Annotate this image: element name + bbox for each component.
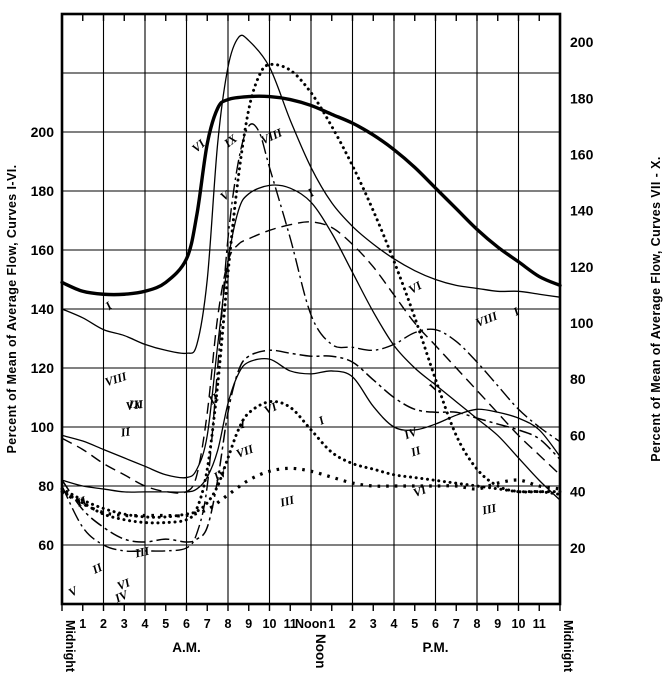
curve-label-V-7: V bbox=[66, 583, 81, 600]
curve-label-VIII-28: VIII bbox=[474, 308, 501, 330]
x-axis-tick-label-13: 1 bbox=[328, 617, 335, 631]
x-axis-tick-label-18: 6 bbox=[432, 617, 439, 631]
y-axis-right-tick-label-1: 180 bbox=[570, 90, 594, 106]
y-axis-left-tick-label-2: 160 bbox=[31, 242, 55, 258]
y-axis-left-tick-label-6: 80 bbox=[38, 478, 54, 494]
curve-I bbox=[60, 94, 562, 297]
x-axis-tick-label-12: Noon bbox=[295, 617, 327, 631]
curve-label-VI-27: VI bbox=[406, 278, 425, 297]
x-axis-tick-label-1: 1 bbox=[79, 617, 86, 631]
curve-label-II-3: II bbox=[119, 424, 133, 439]
x-axis-group-label-pm: P.M. bbox=[422, 640, 448, 655]
y-axis-left-tick-label-3: 140 bbox=[31, 301, 55, 317]
curve-label-IX-11: IX bbox=[220, 131, 240, 151]
curve-II bbox=[61, 357, 561, 493]
y-axis-right-tick-label-0: 200 bbox=[570, 34, 594, 50]
curve-label-III-21: III bbox=[278, 492, 297, 510]
curve-VI bbox=[61, 34, 561, 355]
curve-label-III-26: III bbox=[480, 501, 499, 518]
y-axis-left-tick-label-7: 60 bbox=[38, 537, 54, 553]
x-axis-tick-label-24: Midnight bbox=[561, 620, 575, 673]
y-axis-right-tick-label-9: 20 bbox=[570, 540, 586, 556]
x-axis-tick-label-20: 8 bbox=[474, 617, 481, 631]
x-axis-tick-label-2: 2 bbox=[100, 617, 107, 631]
curve-label-IX-15: IX bbox=[128, 397, 143, 411]
x-axis-tick-label-9: 9 bbox=[245, 617, 252, 631]
curve-label-I-17: I bbox=[238, 417, 247, 432]
x-axis-tick-label-14: 2 bbox=[349, 617, 356, 631]
curve-VII bbox=[61, 184, 561, 501]
curve-X bbox=[60, 399, 562, 519]
y-axis-right-tick-label-5: 100 bbox=[570, 315, 594, 331]
x-axis-tick-label-4: 4 bbox=[142, 617, 149, 631]
y-axis-right-title: Percent of Mean of Average Flow, Curves … bbox=[649, 156, 663, 461]
y-axis-right-tick-label-7: 60 bbox=[570, 427, 586, 443]
curve-label-III-4: III bbox=[133, 544, 152, 561]
x-axis-tick-label-3: 3 bbox=[121, 617, 128, 631]
curve-label-IV-23: IV bbox=[401, 424, 420, 442]
y-axis-left-tick-label-0: 200 bbox=[31, 124, 55, 140]
curve-IV bbox=[61, 349, 561, 543]
curve-label-I-19: I bbox=[315, 412, 327, 428]
x-axis-tick-label-23: 11 bbox=[533, 617, 546, 631]
y-axis-left-tick-label-5: 100 bbox=[31, 419, 55, 435]
x-axis-tick-label-11: 11 bbox=[284, 617, 297, 631]
x-axis-tick-label-5: 5 bbox=[162, 617, 169, 631]
curve-label-VIII-1: VIII bbox=[103, 369, 130, 390]
curve-label-VII-2: VII bbox=[125, 397, 145, 413]
y-axis-right-tick-label-8: 40 bbox=[570, 484, 586, 500]
curve-label-II-24: II bbox=[408, 443, 423, 460]
x-axis-tick-label-17: 5 bbox=[411, 617, 418, 631]
curve-label-I-29: I bbox=[510, 304, 523, 320]
x-axis-group-label-am: A.M. bbox=[172, 640, 201, 655]
curve-V bbox=[61, 123, 561, 553]
x-axis-tick-label-19: 7 bbox=[453, 617, 460, 631]
curve-IX bbox=[60, 62, 562, 525]
x-axis-tick-label-8: 8 bbox=[225, 617, 232, 631]
y-axis-left-title: Percent of Mean of Average Flow, Curves … bbox=[5, 165, 19, 454]
curve-label-VIII-12: VIII bbox=[258, 125, 285, 147]
curve-label-IV-8: IV bbox=[112, 587, 131, 606]
x-axis-tick-label-10: 10 bbox=[263, 617, 277, 631]
x-axis-tick-label-6: 6 bbox=[183, 617, 190, 631]
x-axis-tick-label-16: 4 bbox=[391, 617, 398, 631]
curve-label-VII-30: VII bbox=[234, 441, 256, 461]
curve-VIII bbox=[61, 221, 561, 494]
x-axis-tick-label-0: Midnight bbox=[63, 620, 77, 673]
x-axis-tick-label-22: 10 bbox=[512, 617, 526, 631]
x-axis-tick-label-21: 9 bbox=[494, 617, 501, 631]
y-axis-right-tick-label-3: 140 bbox=[570, 203, 594, 219]
y-axis-left-tick-label-4: 120 bbox=[31, 360, 55, 376]
curve-label-IV-20: IV bbox=[210, 465, 230, 484]
y-axis-right-tick-label-6: 80 bbox=[570, 371, 586, 387]
curve-III bbox=[61, 466, 561, 518]
x-axis-tick-label-7: 7 bbox=[204, 617, 211, 631]
curve-label-V-14: V bbox=[218, 187, 233, 204]
y-axis-right-tick-label-2: 160 bbox=[570, 146, 594, 162]
x-axis-group-label-noon: Noon bbox=[313, 634, 328, 669]
y-axis-left-tick-label-1: 180 bbox=[31, 183, 55, 199]
x-axis-tick-label-15: 3 bbox=[370, 617, 377, 631]
y-axis-right-tick-label-4: 120 bbox=[570, 259, 594, 275]
